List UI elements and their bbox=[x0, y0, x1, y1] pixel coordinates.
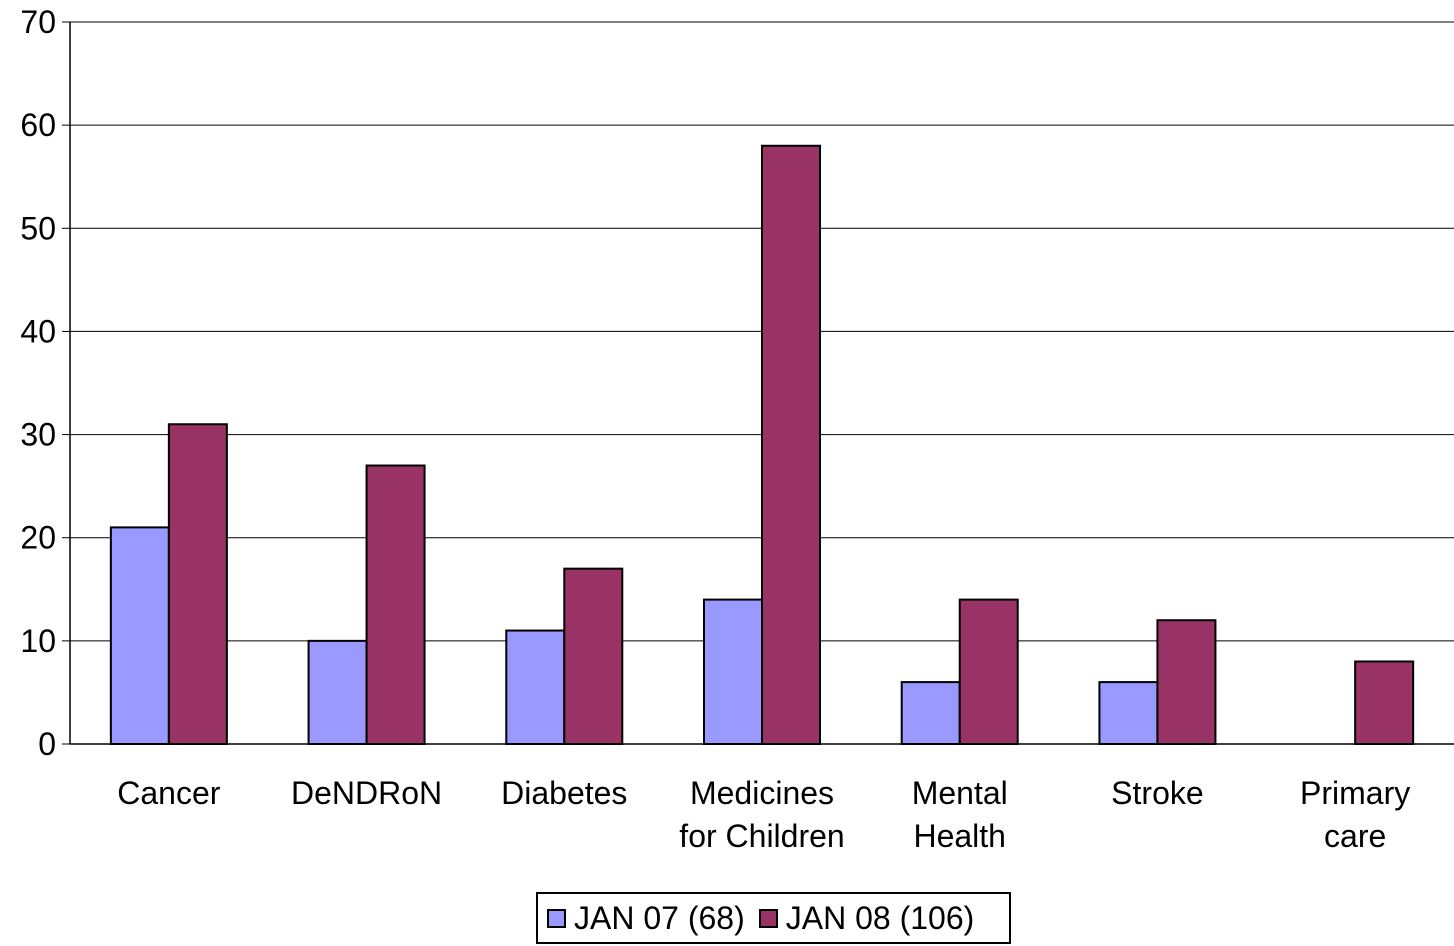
bar-jan07-5 bbox=[1098, 681, 1159, 745]
axes bbox=[62, 21, 1454, 745]
bar-jan07-3 bbox=[703, 598, 763, 745]
bar-jan08-3 bbox=[761, 144, 821, 745]
legend-label-jan08: JAN 08 (106) bbox=[785, 899, 975, 936]
y-tick-label: 50 bbox=[20, 210, 56, 246]
category-label: Primary bbox=[1300, 775, 1410, 811]
category-label: Health bbox=[913, 818, 1006, 854]
category-label: Mental bbox=[912, 775, 1008, 811]
y-tick-label: 30 bbox=[20, 417, 56, 453]
category-label: Diabetes bbox=[501, 775, 627, 811]
bar-jan08-4 bbox=[958, 598, 1019, 745]
category-label: Stroke bbox=[1111, 775, 1203, 811]
legend-item-jan08: JAN 08 (106) bbox=[758, 899, 975, 937]
bar-jan08-1 bbox=[365, 464, 426, 745]
category-label: care bbox=[1324, 818, 1386, 854]
bar-jan08-2 bbox=[563, 567, 624, 746]
legend-swatch-jan08 bbox=[758, 908, 778, 928]
legend-item-jan07: JAN 07 (68) bbox=[547, 900, 745, 937]
category-labels: Cancer DeNDRoN Diabetes Medicines for Childr… bbox=[117, 775, 1410, 854]
legend-label-jan07: JAN 07 (68) bbox=[574, 899, 745, 936]
y-tick-label: 10 bbox=[20, 623, 56, 659]
y-tick-label: 60 bbox=[20, 107, 56, 143]
y-tick-labels: 0 10 20 30 40 50 60 70 bbox=[20, 4, 56, 762]
category-label: for Children bbox=[679, 818, 844, 854]
y-tick-label: 20 bbox=[20, 520, 56, 556]
category-label: Cancer bbox=[117, 775, 221, 811]
bar-jan07-0 bbox=[109, 526, 170, 746]
y-tick-label: 40 bbox=[20, 313, 56, 349]
bar-jan08-0 bbox=[167, 423, 228, 745]
bar-jan07-1 bbox=[307, 639, 368, 745]
bar-jan08-6 bbox=[1354, 660, 1415, 745]
y-tick-label: 70 bbox=[20, 4, 56, 40]
legend: JAN 07 (68) JAN 08 (106) bbox=[536, 892, 1011, 944]
bar-jan08-5 bbox=[1156, 619, 1217, 746]
legend-swatch-jan07 bbox=[547, 908, 566, 928]
bars bbox=[109, 144, 1415, 746]
bar-chart: 0 10 20 30 40 50 60 70 Cancer DeNDRoN Diabetes Med… bbox=[20, 4, 1454, 854]
bar-jan07-2 bbox=[505, 629, 566, 745]
bar-jan07-4 bbox=[900, 681, 961, 745]
y-tick-label: 0 bbox=[38, 726, 56, 762]
category-label: Medicines bbox=[690, 775, 834, 811]
category-label: DeNDRoN bbox=[291, 775, 442, 811]
